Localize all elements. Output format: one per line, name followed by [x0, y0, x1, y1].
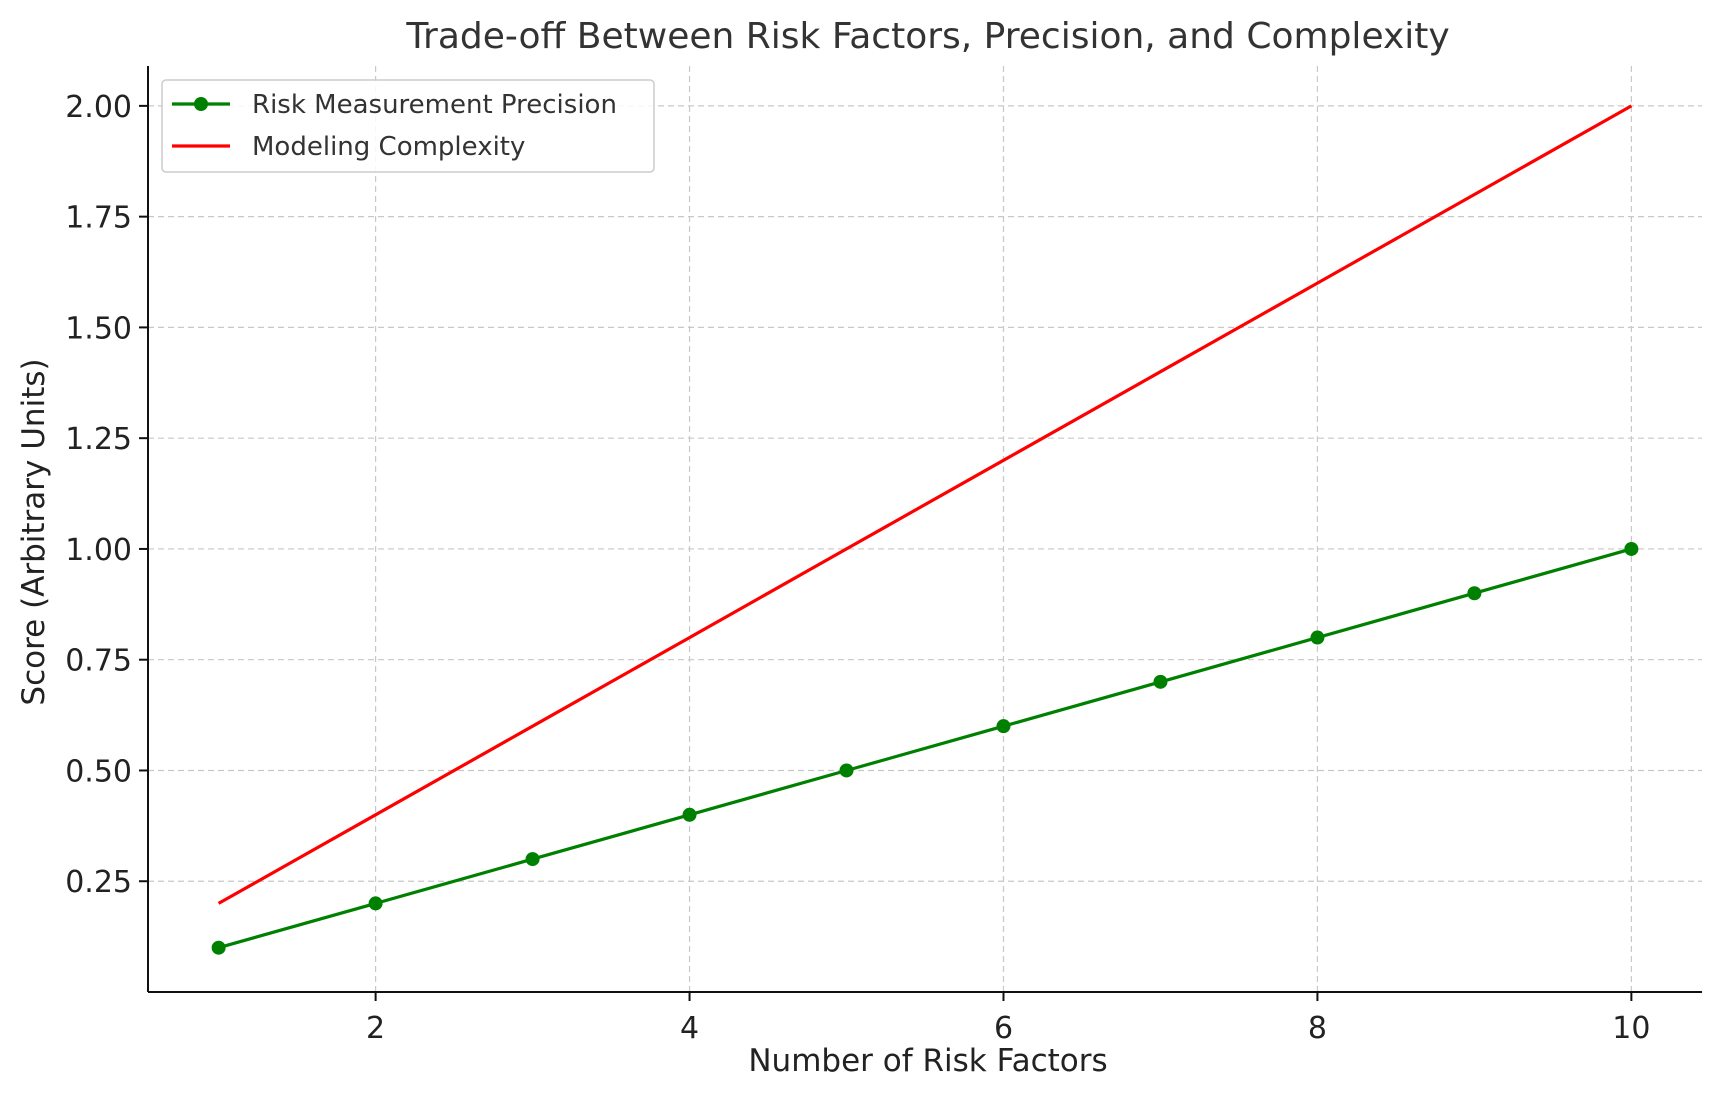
risk-measurement-precision-point — [1624, 541, 1639, 556]
risk-measurement-precision-point — [839, 763, 854, 778]
risk-measurement-precision-point — [682, 807, 697, 822]
risk-measurement-precision-point — [368, 896, 383, 911]
x-tick-label: 10 — [1612, 1011, 1650, 1046]
legend-label: Risk Measurement Precision — [252, 90, 617, 120]
risk-measurement-precision-point — [525, 852, 540, 867]
legend-marker-risk-measurement-precision — [194, 97, 208, 111]
axes: 2 4 6 8 10 0.25 0.50 0.75 1.00 1.25 1.50 1.75 2.00 — [65, 66, 1702, 1046]
y-tick-label: 0.75 — [65, 644, 132, 679]
chart-title: Trade-off Between Risk Factors, Precisio… — [405, 16, 1449, 57]
risk-measurement-precision-line — [218, 547, 1632, 950]
legend-box — [161, 79, 655, 173]
y-tick-label: 0.50 — [65, 754, 132, 789]
risk-measurement-precision-point — [1310, 630, 1325, 645]
x-tick-label: 4 — [680, 1011, 699, 1046]
legend: Risk Measurement Precision Modeling Compl… — [161, 79, 655, 173]
y-tick-label: 1.50 — [65, 311, 132, 346]
x-tick-label: 2 — [366, 1011, 385, 1046]
y-tick-label: 2.00 — [65, 90, 132, 125]
x-tick-label: 6 — [994, 1011, 1013, 1046]
risk-measurement-precision-point — [1153, 674, 1168, 689]
risk-measurement-precision-point — [211, 940, 226, 955]
modeling-complexity-line — [217, 104, 1633, 905]
x-tick-label: 8 — [1308, 1011, 1327, 1046]
y-tick-label: 1.75 — [65, 201, 132, 236]
y-axis-label: Score (Arbitrary Units) — [16, 358, 52, 705]
risk-measurement-precision-point — [1467, 586, 1482, 601]
y-tick-label: 1.25 — [65, 422, 132, 457]
x-axis-label: Number of Risk Factors — [748, 1043, 1107, 1079]
series-layer — [211, 104, 1639, 955]
legend-label: Modeling Complexity — [252, 132, 525, 162]
y-tick-label: 0.25 — [65, 865, 132, 900]
grid-lines — [148, 66, 1702, 992]
risk-measurement-precision-point — [996, 719, 1011, 734]
y-tick-label: 1.00 — [65, 533, 132, 568]
